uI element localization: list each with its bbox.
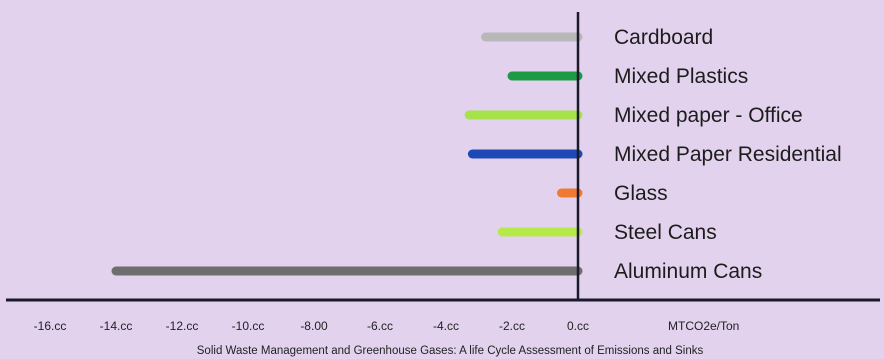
category-label: Glass (614, 182, 668, 205)
x-tick-label: -12.cc (166, 319, 199, 333)
x-tick-label: -2.cc (499, 319, 525, 333)
bars-layer (111, 32, 583, 276)
x-tick-labels: -16.cc -14.cc -12.cc -10.cc -8.00 -6.cc -4.cc -… (34, 319, 589, 333)
x-tick-label: 0.cc (567, 319, 589, 333)
category-label: Mixed Paper Residential (614, 143, 842, 166)
x-axis-unit-label: MTCO2e/Ton (668, 319, 739, 333)
x-tick-label: -16.cc (34, 319, 67, 333)
category-label: Mixed paper - Office (614, 104, 803, 127)
category-label: Aluminum Cans (614, 260, 762, 283)
category-label: Steel Cans (614, 221, 717, 244)
category-label: Mixed Plastics (614, 65, 748, 88)
category-labels: Cardboard Mixed Plastics Mixed paper - Off… (614, 26, 842, 283)
x-tick-label: -8.00 (300, 319, 328, 333)
chart-caption: Solid Waste Management and Greenhouse Ga… (197, 345, 704, 357)
x-tick-label: -14.cc (100, 319, 133, 333)
category-label: Cardboard (614, 26, 713, 49)
x-tick-label: -10.cc (232, 319, 265, 333)
x-tick-label: -6.cc (367, 319, 393, 333)
x-tick-label: -4.cc (433, 319, 459, 333)
